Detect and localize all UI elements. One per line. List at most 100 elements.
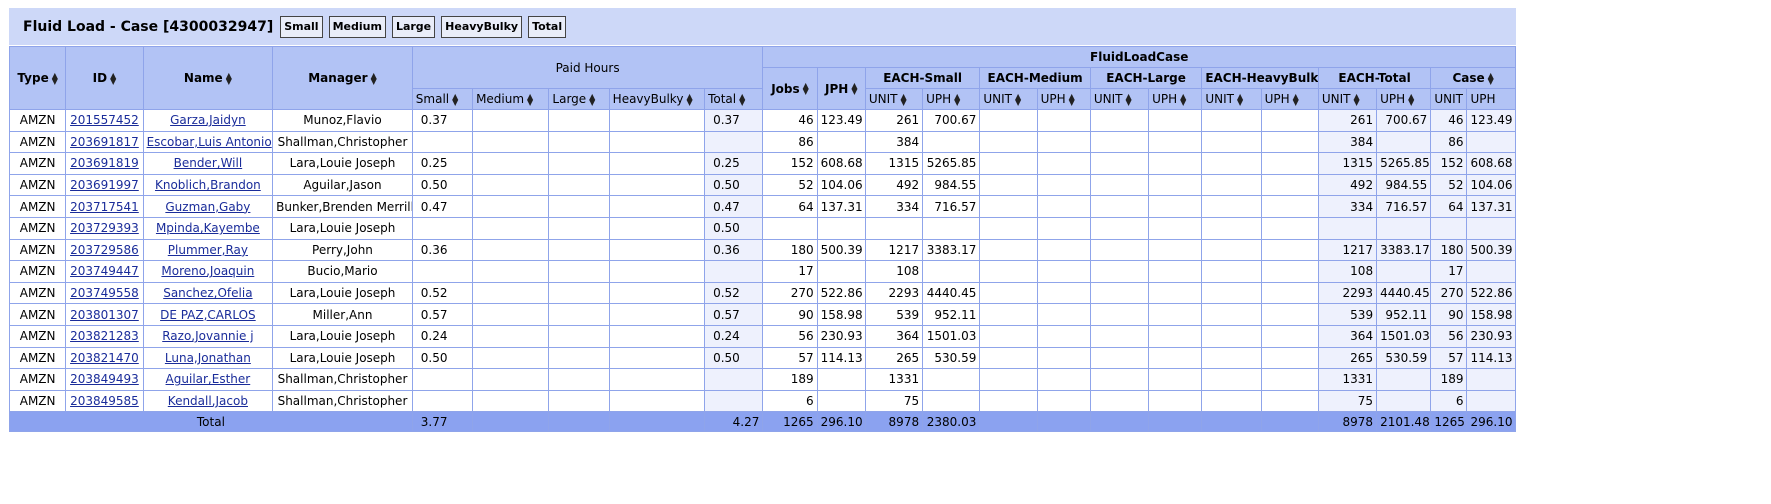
associate-id-link[interactable]: 203821470 xyxy=(70,350,139,365)
cell-jph: 522.86 xyxy=(816,281,866,305)
col-header-each-small-unit[interactable]: UNIT ▲ ▼ xyxy=(864,88,924,110)
table-row: AMZN 203849585 Kendall,Jacob Shallman,Chris… xyxy=(8,389,1516,413)
col-header-each-total-unit[interactable]: UNIT ▲ ▼ xyxy=(1317,88,1378,110)
cell-each-large-unit xyxy=(1089,216,1150,240)
associate-name-link[interactable]: Aguilar,Esther xyxy=(165,372,251,387)
cell-manager: Shallman,Christopher xyxy=(272,389,413,413)
associate-name-link[interactable]: DE PAZ,CARLOS xyxy=(160,307,256,322)
cell-each-total-uph: 4440.45 xyxy=(1376,281,1432,305)
cell-jph: 158.98 xyxy=(816,303,866,326)
cell-each-large-unit xyxy=(1089,389,1150,413)
cell-each-large-unit xyxy=(1089,346,1150,370)
cell-ph-large xyxy=(548,216,610,240)
cell-jph: 230.93 xyxy=(816,324,866,348)
cell-each-medium-uph xyxy=(1036,109,1091,132)
cell-id: 203691817 xyxy=(65,130,144,154)
col-header-jph[interactable]: JPH ▲ ▼ xyxy=(816,67,866,110)
associate-id-link[interactable]: 203821283 xyxy=(70,329,139,344)
col-header-each-heavybulky-uph[interactable]: UPH ▲ ▼ xyxy=(1260,88,1319,110)
col-header-each-large-unit[interactable]: UNIT ▲ ▼ xyxy=(1089,88,1150,110)
cell-each-total-uph: 530.59 xyxy=(1376,346,1432,370)
cell-ph-medium xyxy=(472,281,550,305)
cell-case-uph: 230.93 xyxy=(1466,324,1516,348)
col-header-each-heavybulky-unit[interactable]: UNIT ▲ ▼ xyxy=(1201,88,1262,110)
cell-each-heavybulky-uph xyxy=(1260,324,1319,348)
associate-id-link[interactable]: 203717541 xyxy=(70,199,139,214)
total-jobs: 1265 xyxy=(762,411,818,433)
associate-name-link[interactable]: Bender,Will xyxy=(173,156,243,171)
cell-ph-large xyxy=(548,368,610,391)
associate-name-link[interactable]: Escobar,Luis Antonio xyxy=(146,134,272,149)
col-header-each-total-uph[interactable]: UPH ▲ ▼ xyxy=(1376,88,1432,110)
associate-name-link[interactable]: Knoblich,Brandon xyxy=(154,178,261,193)
associate-id-link[interactable]: 203849585 xyxy=(70,394,139,409)
cell-id: 203749447 xyxy=(65,260,144,283)
cell-case-unit: 57 xyxy=(1430,346,1468,370)
col-header-each-large-uph[interactable]: UPH ▲ ▼ xyxy=(1148,88,1203,110)
case-group-header[interactable]: Case ▲ ▼ xyxy=(1430,67,1516,89)
cell-ph-heavybulky xyxy=(608,281,706,305)
associate-id-link[interactable]: 201557452 xyxy=(70,113,139,128)
col-header-name[interactable]: Name ▲ ▼ xyxy=(142,46,274,110)
cell-jobs: 17 xyxy=(762,260,818,283)
col-header-id[interactable]: ID ▲ ▼ xyxy=(65,46,144,110)
associate-name-link[interactable]: Guzman,Gaby xyxy=(165,199,251,214)
associate-id-link[interactable]: 203849493 xyxy=(70,372,139,387)
associate-name-link[interactable]: Mpinda,Kayembe xyxy=(155,221,260,236)
sort-icon: ▲ ▼ xyxy=(1353,91,1360,107)
filter-total-button[interactable]: Total xyxy=(528,15,567,38)
total-each-medium-uph xyxy=(1036,411,1091,433)
associate-id-link[interactable]: 203729586 xyxy=(70,242,139,257)
table-row: AMZN 203821470 Luna,Jonathan Lara,Louie Jos… xyxy=(8,346,1516,370)
cell-ph-medium xyxy=(472,152,550,175)
col-header-each-small-uph[interactable]: UPH ▲ ▼ xyxy=(922,88,981,110)
cell-case-unit: 52 xyxy=(1430,173,1468,197)
associate-id-link[interactable]: 203729393 xyxy=(70,221,139,236)
filter-large-button[interactable]: Large xyxy=(391,15,436,38)
col-header-ph-large-label: Large xyxy=(552,92,587,106)
associate-name-link[interactable]: Garza,Jaidyn xyxy=(170,113,246,128)
col-header-each-medium-uph[interactable]: UPH ▲ ▼ xyxy=(1036,88,1091,110)
cell-case-uph xyxy=(1466,389,1516,413)
col-header-ph-small[interactable]: Small ▲ ▼ xyxy=(411,88,474,110)
associate-id-link[interactable]: 203749558 xyxy=(70,286,139,301)
col-header-ph-total[interactable]: Total ▲ ▼ xyxy=(704,88,764,110)
total-case-unit: 1265 xyxy=(1430,411,1468,433)
associate-name-link[interactable]: Kendall,Jacob xyxy=(167,394,248,409)
cell-each-large-unit xyxy=(1089,109,1150,132)
cell-ph-medium xyxy=(472,346,550,370)
cell-each-small-unit: 384 xyxy=(864,130,924,154)
cell-manager: Lara,Louie Joseph xyxy=(272,346,413,370)
associate-id-link[interactable]: 203691817 xyxy=(70,134,139,149)
cell-each-large-uph xyxy=(1148,238,1203,262)
page-title: Fluid Load - Case [4300032947] xyxy=(23,18,274,35)
col-header-ph-medium[interactable]: Medium ▲ ▼ xyxy=(472,88,550,110)
associate-name-link[interactable]: Luna,Jonathan xyxy=(164,350,251,365)
filter-small-button[interactable]: Small xyxy=(280,15,323,38)
filter-medium-button[interactable]: Medium xyxy=(328,15,386,38)
col-header-ph-heavybulky[interactable]: HeavyBulky ▲ ▼ xyxy=(608,88,706,110)
associate-name-link[interactable]: Moreno,Joaquin xyxy=(161,264,255,279)
associate-name-link[interactable]: Plummer,Ray xyxy=(167,242,248,257)
associate-name-link[interactable]: Razo,Jovannie j xyxy=(162,329,254,344)
associate-id-link[interactable]: 203691819 xyxy=(70,156,139,171)
associate-name-link[interactable]: Sanchez,Ofelia xyxy=(163,286,253,301)
col-header-type[interactable]: Type ▲ ▼ xyxy=(8,46,67,110)
associate-id-link[interactable]: 203691997 xyxy=(70,178,139,193)
cell-jobs: 90 xyxy=(762,303,818,326)
col-header-jobs[interactable]: Jobs ▲ ▼ xyxy=(762,67,818,110)
cell-name: Luna,Jonathan xyxy=(142,346,274,370)
col-header-ph-large[interactable]: Large ▲ ▼ xyxy=(548,88,610,110)
cell-each-total-unit: 1315 xyxy=(1317,152,1378,175)
col-header-manager[interactable]: Manager ▲ ▼ xyxy=(272,46,413,110)
cell-each-heavybulky-uph xyxy=(1260,260,1319,283)
cell-ph-heavybulky xyxy=(608,368,706,391)
cell-type: AMZN xyxy=(8,346,67,370)
associate-id-link[interactable]: 203749447 xyxy=(70,264,139,279)
col-header-each-medium-unit[interactable]: UNIT ▲ ▼ xyxy=(979,88,1038,110)
cell-ph-total: 0.50 xyxy=(704,346,764,370)
filter-heavybulky-button[interactable]: HeavyBulky xyxy=(441,15,523,38)
cell-ph-medium xyxy=(472,368,550,391)
table-row: AMZN 203749447 Moreno,Joaquin Bucio,Mario 17… xyxy=(8,260,1516,283)
associate-id-link[interactable]: 203801307 xyxy=(70,307,139,322)
